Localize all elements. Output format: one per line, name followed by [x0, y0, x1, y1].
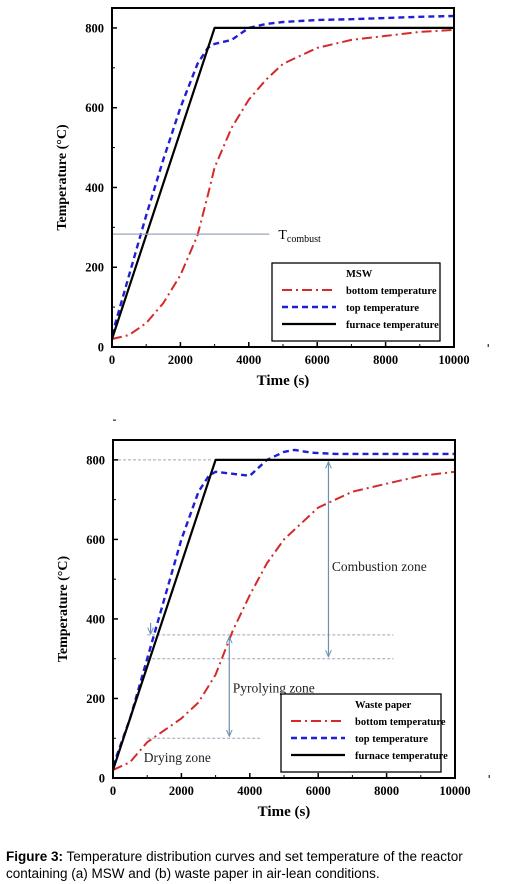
- figure-caption: Figure 3: Temperature distribution curve…: [6, 848, 521, 882]
- x-axis-label: Time (s): [257, 373, 310, 389]
- y-tick-label: 800: [86, 453, 105, 467]
- x-tick-label: 10000: [438, 353, 469, 367]
- legend-label: bottom temperature: [346, 286, 437, 297]
- y-tick-label: 0: [99, 772, 105, 786]
- x-tick-labels: 0 2000 4000 6000 8000 10000: [110, 773, 490, 798]
- legend-label: furnace temperature: [355, 751, 448, 762]
- x-tick-label: 2000: [168, 353, 193, 367]
- caption-text: Temperature distribution curves and set …: [6, 849, 463, 881]
- legend: Waste paper bottom temperature top tempera…: [280, 693, 448, 773]
- combust-label-sub: combust: [287, 234, 321, 245]
- x-tick-label: 6000: [306, 784, 331, 798]
- x-axis-label: Time (s): [258, 804, 311, 820]
- y-tick-labels: 0 200 400 600 800: [86, 419, 118, 786]
- combust-label: Tcombust: [278, 228, 321, 245]
- legend-box: [280, 693, 442, 773]
- series-line-furnace-temperature: [110, 26, 454, 340]
- annotations: Combustion zone Pyrolying zone Drying zone: [144, 462, 427, 765]
- series-line-bottom-temperature: [111, 28, 455, 340]
- series-line-top-temperature: [111, 448, 455, 767]
- combust-label-main: T: [278, 228, 287, 243]
- legend-title: Waste paper: [355, 700, 412, 711]
- chart-msw: 0 2000 4000 6000 8000 10000 0 200 400 600 800 Tco…: [55, 7, 489, 389]
- zone-guides: [113, 459, 394, 739]
- legend-label: top temperature: [355, 734, 428, 745]
- y-tick-label: 200: [85, 261, 104, 275]
- y-axis-label: Temperature (°C): [55, 124, 70, 231]
- x-tick-labels: 0 2000 4000 6000 8000 10000: [109, 342, 489, 367]
- combustion-zone-label: Combustion zone: [332, 559, 427, 574]
- x-tick-label: 6000: [305, 353, 330, 367]
- legend-label: top temperature: [346, 303, 419, 314]
- x-tick-label: 0: [110, 784, 116, 798]
- x-tick-label: 8000: [374, 784, 399, 798]
- legend-title: MSW: [346, 269, 373, 280]
- y-tick-label: 800: [85, 21, 104, 35]
- y-tick-label: 600: [85, 101, 104, 115]
- y-tick-label: 400: [86, 612, 105, 626]
- legend-label: bottom temperature: [355, 717, 446, 728]
- y-tick-label: 200: [86, 692, 105, 706]
- plot-frame: [112, 439, 456, 779]
- y-tick-label: 600: [86, 533, 105, 547]
- y-axis-label: Temperature (°C): [56, 556, 71, 663]
- chart-waste-paper: 0 2000 4000 6000 8000 10000 0 200 400 600 800 Com…: [56, 419, 490, 820]
- x-tick-label: 8000: [373, 353, 398, 367]
- plot-frame: [111, 7, 455, 348]
- caption-label: Figure 3:: [6, 849, 64, 864]
- drying-zone-label: Drying zone: [144, 750, 211, 765]
- legend-box: [271, 262, 441, 342]
- x-tick-label: 10000: [439, 784, 470, 798]
- series-line-bottom-temperature: [112, 470, 456, 771]
- series-line-furnace-temperature: [111, 458, 455, 771]
- y-tick-label: 400: [85, 181, 104, 195]
- series-group: [110, 14, 455, 340]
- pyrolysis-zone-label: Pyrolying zone: [233, 681, 315, 696]
- x-tick-label: 2000: [169, 784, 194, 798]
- x-tick-label: 4000: [236, 353, 261, 367]
- series-line-top-temperature: [110, 14, 455, 336]
- legend: MSW bottom temperature top temperature furn…: [271, 262, 441, 342]
- series-group: [111, 448, 456, 771]
- x-tick-label: 0: [109, 353, 115, 367]
- x-tick-label: 4000: [237, 784, 262, 798]
- annotations: Tcombust: [112, 228, 321, 245]
- legend-label: furnace temperature: [346, 320, 439, 331]
- y-tick-label: 0: [98, 341, 104, 355]
